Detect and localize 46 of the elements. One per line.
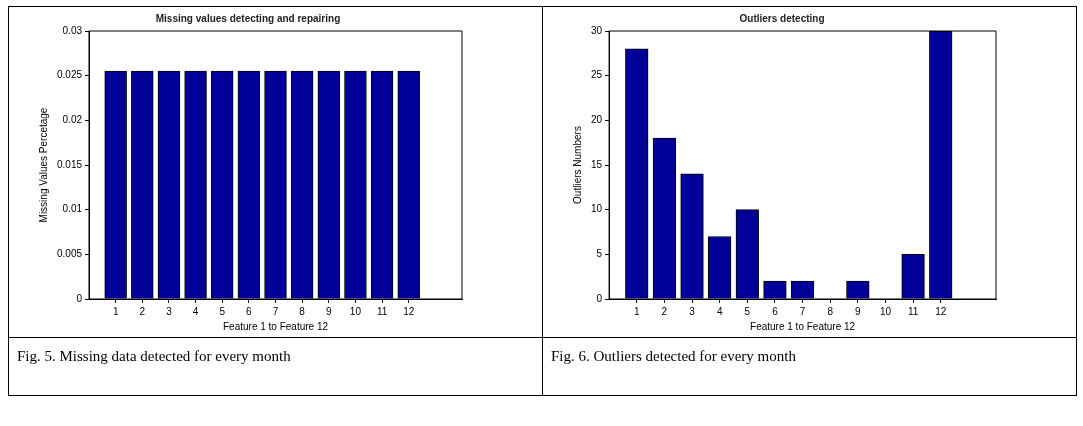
x-tick-label: 3 (689, 305, 696, 317)
x-tick-label: 7 (272, 305, 279, 317)
y-tick-label: 15 (591, 158, 603, 170)
x-tick-label: 11 (907, 305, 919, 317)
x-axis-title: Feature 1 to Feature 12 (222, 320, 329, 332)
y-tick-label: 5 (596, 248, 603, 260)
x-tick-label: 1 (112, 305, 119, 317)
x-tick-label: 5 (219, 305, 226, 317)
chart-title: Outliers detecting (739, 12, 825, 24)
y-tick-label: 0.02 (62, 114, 83, 126)
y-axis-title: Missing Values Percetage (37, 107, 49, 223)
y-tick-label: 0.025 (56, 69, 83, 81)
x-tick-label: 4 (716, 305, 723, 317)
y-tick-label: 0 (596, 292, 603, 304)
x-tick-label: 9 (326, 305, 333, 317)
x-tick-label: 2 (139, 305, 146, 317)
y-tick-label: 30 (591, 24, 603, 36)
x-tick-label: 3 (166, 305, 173, 317)
chart-title: Missing values detecting and repairing (155, 12, 341, 24)
x-tick-label: 2 (661, 305, 668, 317)
x-tick-label: 12 (935, 305, 947, 317)
x-tick-label: 10 (879, 305, 892, 317)
x-axis-title: Feature 1 to Feature 12 (750, 320, 856, 332)
x-tick-label: 5 (744, 305, 751, 317)
x-tick-label: 6 (246, 305, 253, 317)
caption: Fig. 5. Missing data detected for every month (9, 338, 542, 395)
x-tick-label: 4 (192, 305, 199, 317)
caption: Fig. 6. Outliers detected for every month (543, 338, 1076, 395)
x-tick-label: 12 (403, 305, 415, 317)
y-tick-label: 0.015 (56, 158, 83, 170)
x-tick-label: 8 (299, 305, 306, 317)
y-tick-label: 0.01 (62, 203, 83, 215)
y-tick-label: 0 (76, 292, 83, 304)
y-axis-title: Outliers Numbers (571, 126, 583, 204)
y-tick-label: 0.005 (56, 248, 83, 260)
x-tick-label: 6 (772, 305, 779, 317)
x-tick-label: 7 (799, 305, 806, 317)
y-tick-label: 0.03 (62, 24, 83, 36)
y-tick-label: 25 (591, 69, 603, 81)
x-tick-label: 10 (349, 305, 362, 317)
x-tick-label: 9 (855, 305, 862, 317)
x-tick-label: 1 (633, 305, 640, 317)
y-tick-label: 10 (591, 203, 603, 215)
y-tick-label: 20 (591, 114, 603, 126)
x-tick-label: 8 (827, 305, 834, 317)
x-tick-label: 11 (376, 305, 388, 317)
